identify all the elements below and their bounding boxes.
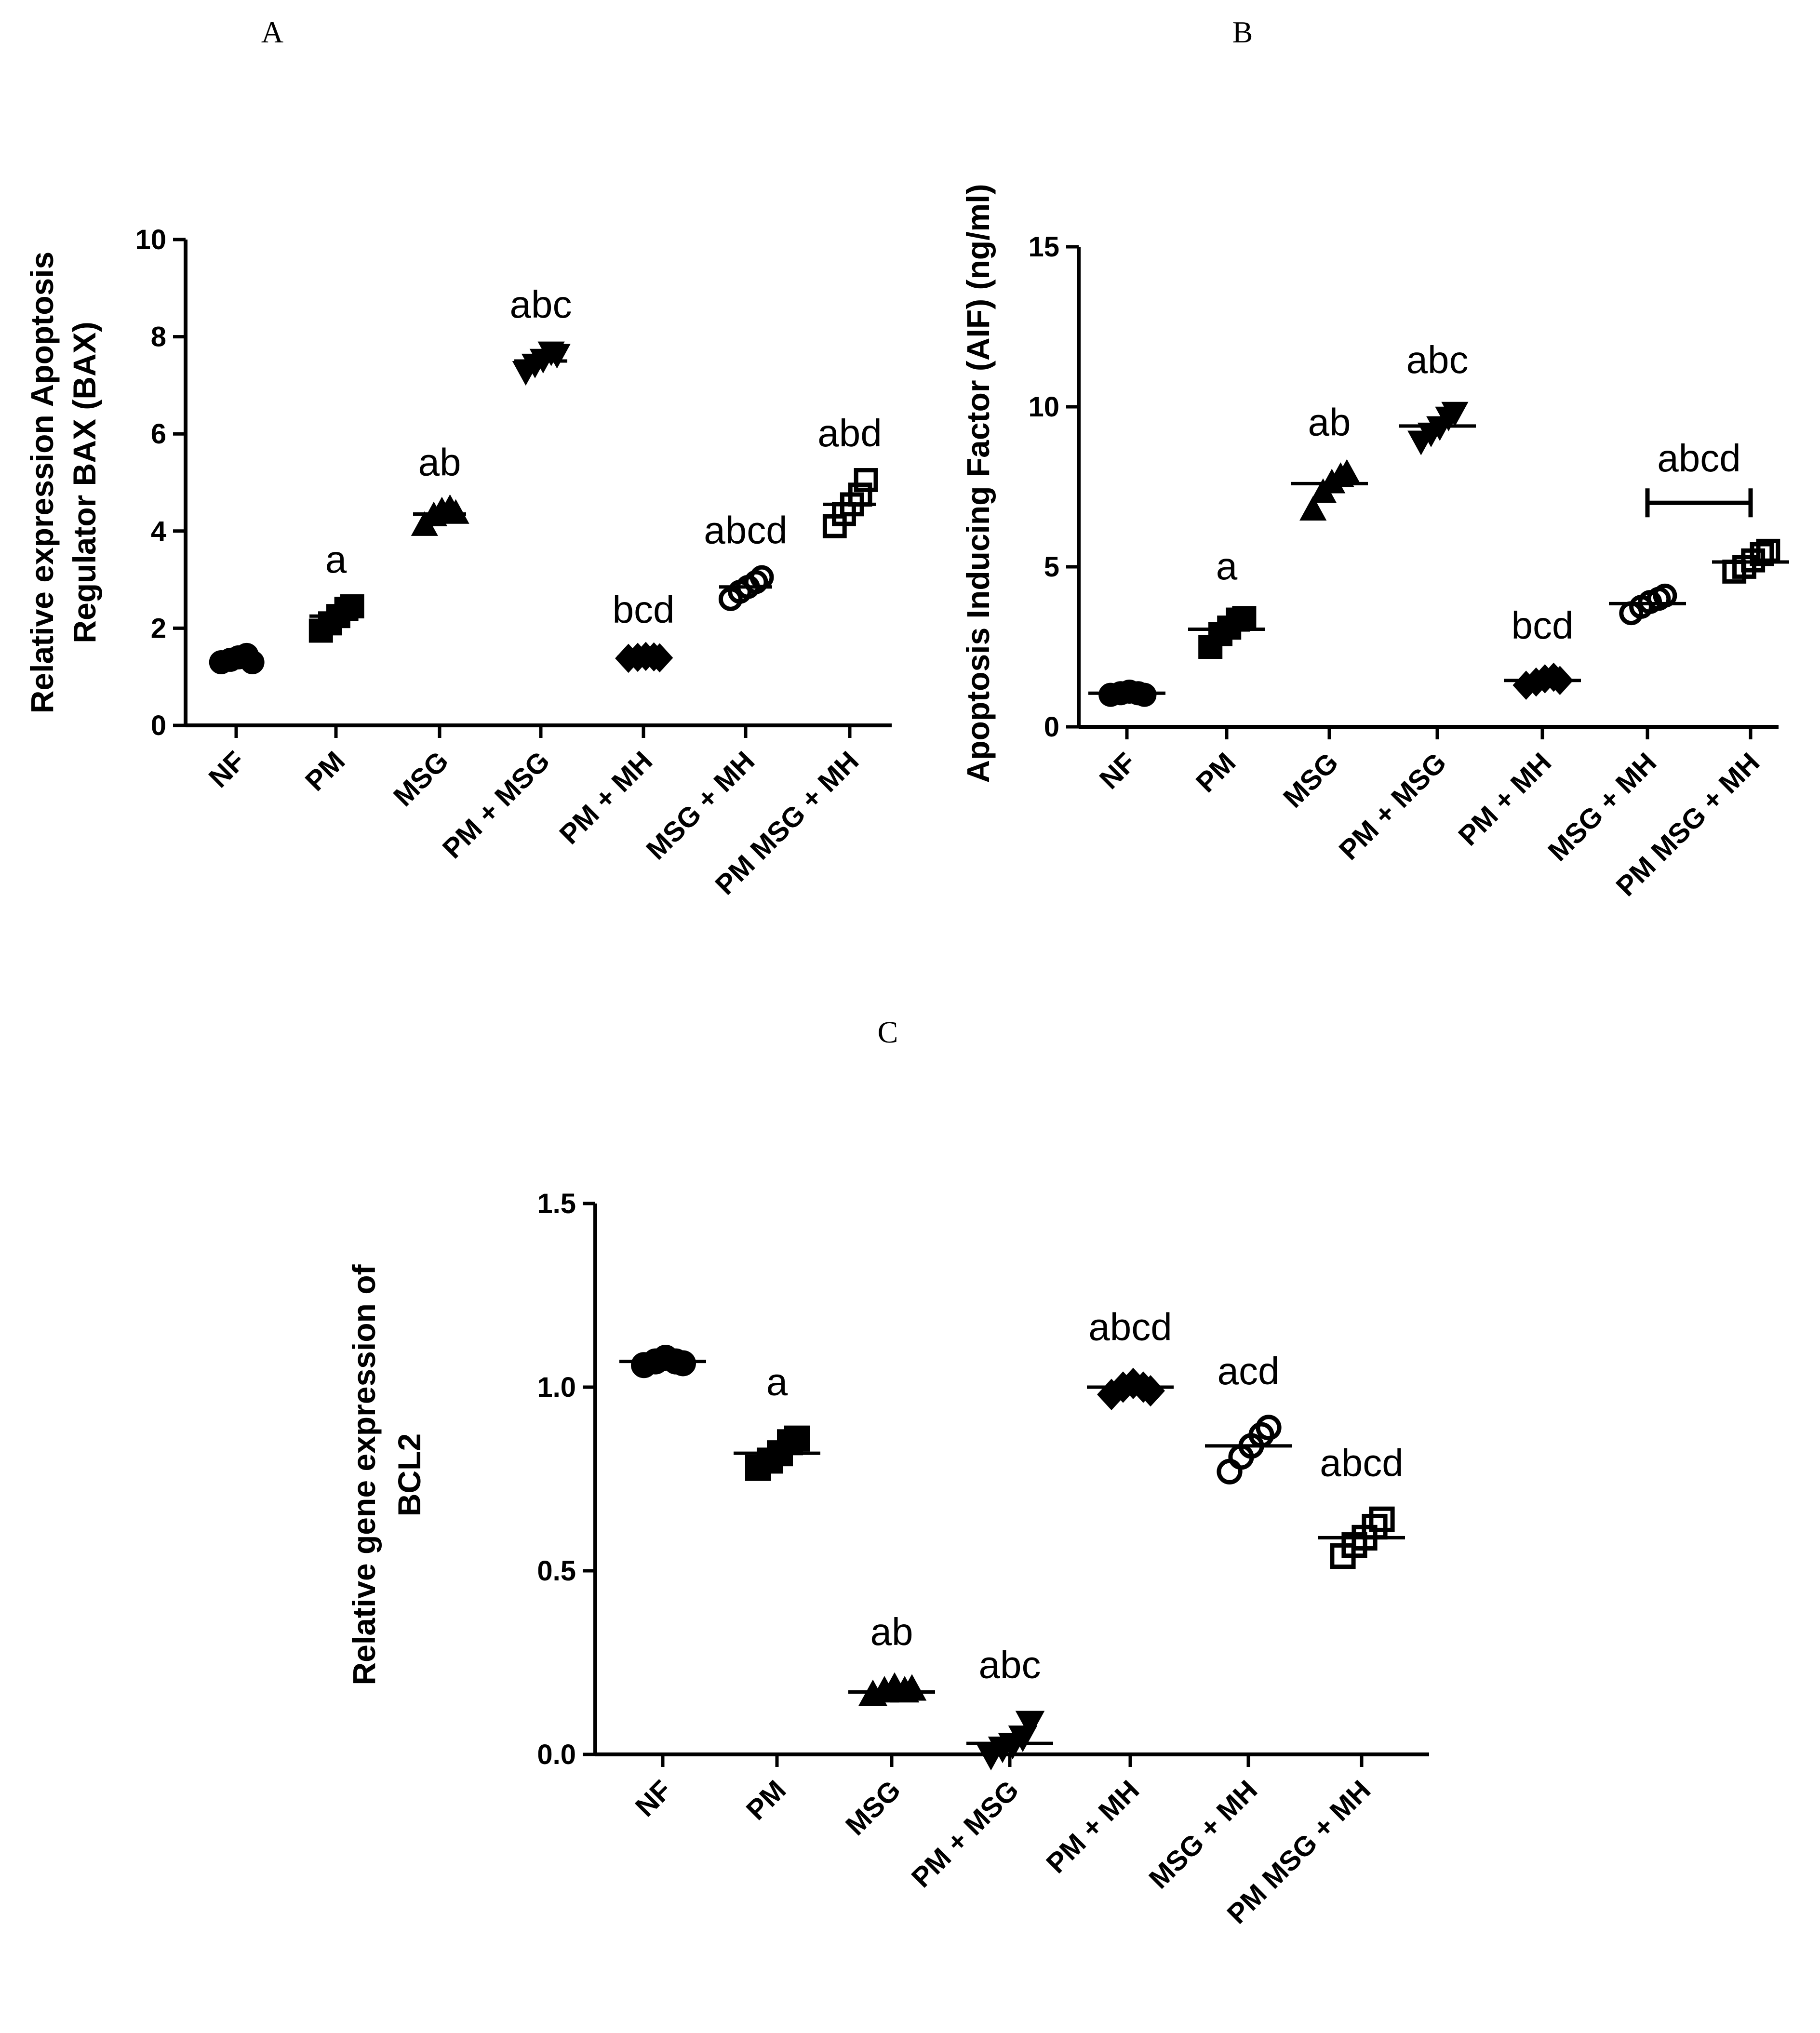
x-category-label: PM bbox=[299, 745, 351, 797]
significance-label: ab bbox=[418, 441, 461, 483]
significance-label: acd bbox=[1218, 1350, 1280, 1392]
significance-label: abcd bbox=[1320, 1441, 1403, 1484]
data-point bbox=[1015, 1711, 1045, 1738]
panel-a-bax: A 0 2 4 6 8 10 Relative expression Apoptosis Reg… bbox=[24, 15, 892, 901]
y-axis-label: BCL2 bbox=[391, 1433, 427, 1516]
x-category-label: MSG bbox=[1277, 747, 1344, 814]
significance-label: abcd bbox=[704, 509, 787, 552]
significance-label: a bbox=[325, 538, 347, 581]
data-point bbox=[1299, 495, 1327, 521]
x-category-label: PM bbox=[1190, 747, 1242, 798]
panel-letter: B bbox=[1232, 15, 1253, 49]
data-point bbox=[1369, 1506, 1395, 1532]
significance-label: ab bbox=[870, 1610, 913, 1653]
data-point bbox=[1256, 1415, 1282, 1441]
y-tick-label: 15 bbox=[1028, 231, 1059, 263]
panel-letter: C bbox=[878, 1015, 898, 1049]
panel-b-aif: B 0 5 10 15 Apoptosis Inducing Factor (AIF) (… bbox=[960, 15, 1789, 902]
y-tick-label: 0 bbox=[1044, 711, 1059, 743]
panel-letter: A bbox=[261, 15, 283, 49]
x-category-label: MSG bbox=[840, 1774, 907, 1841]
significance-label: abc bbox=[1406, 338, 1469, 381]
y-tick-label: 0 bbox=[151, 710, 166, 741]
data-point bbox=[784, 1425, 810, 1452]
data-point bbox=[744, 570, 768, 594]
significance-label: ab bbox=[1308, 401, 1351, 443]
data-point bbox=[897, 1674, 927, 1701]
x-category-label: MSG + MH bbox=[1143, 1774, 1263, 1895]
y-axis-label: Relative expression Apoptosis bbox=[24, 252, 60, 714]
data-point bbox=[1441, 401, 1469, 427]
panel-c-bcl2: C 0.0 0.5 1.0 1.5 Relative gene expression of… bbox=[346, 1015, 1429, 1930]
significance-label: abcd bbox=[1088, 1305, 1172, 1348]
y-axis-label: Apoptosis Inducing Factor (AIF) (ng/ml) bbox=[960, 184, 996, 783]
significance-label: bcd bbox=[613, 588, 675, 631]
x-category-label: PM + MH bbox=[1452, 747, 1557, 852]
y-tick-label: 5 bbox=[1044, 551, 1059, 583]
data-point bbox=[1653, 583, 1677, 608]
y-tick-label: 4 bbox=[151, 516, 166, 547]
significance-label: a bbox=[766, 1361, 788, 1404]
x-category-label: PM bbox=[740, 1774, 792, 1826]
significance-label: abc bbox=[979, 1643, 1041, 1686]
y-tick-label: 0.0 bbox=[537, 1739, 576, 1770]
y-tick-label: 10 bbox=[135, 224, 166, 255]
y-tick-label: 6 bbox=[151, 418, 166, 450]
y-axis-label: Regulator BAX (BAX) bbox=[67, 321, 102, 643]
significance-label: abc bbox=[510, 283, 572, 326]
significance-label: abd bbox=[817, 412, 882, 455]
y-tick-label: 1.5 bbox=[537, 1188, 576, 1219]
x-category-label: PM + MSG bbox=[906, 1774, 1025, 1894]
y-axis-label: Relative gene expression of bbox=[346, 1264, 382, 1685]
data-point bbox=[543, 344, 571, 369]
x-category-label: PM + MSG bbox=[1333, 747, 1453, 866]
y-tick-label: 1.0 bbox=[537, 1372, 576, 1403]
data-point bbox=[854, 468, 878, 492]
x-category-label: PM + MSG bbox=[437, 745, 556, 865]
data-point bbox=[240, 650, 265, 674]
x-category-label: NF bbox=[1094, 747, 1142, 795]
bracket-significance-label: abcd bbox=[1657, 437, 1740, 480]
data-point bbox=[1217, 1458, 1243, 1485]
significance-label: a bbox=[1216, 545, 1238, 588]
x-category-label: NF bbox=[629, 1774, 678, 1823]
x-category-label: MSG bbox=[388, 745, 455, 812]
y-tick-label: 2 bbox=[151, 613, 166, 644]
y-tick-label: 8 bbox=[151, 321, 166, 353]
significance-label: bcd bbox=[1512, 604, 1574, 647]
data-point bbox=[442, 499, 469, 524]
data-point bbox=[670, 1350, 696, 1377]
data-point bbox=[1232, 606, 1257, 630]
y-tick-label: 0.5 bbox=[537, 1555, 576, 1587]
x-category-label: PM + MH bbox=[1040, 1774, 1145, 1879]
y-tick-label: 10 bbox=[1028, 391, 1059, 423]
data-point bbox=[1750, 542, 1774, 566]
x-category-label: PM + MH bbox=[553, 745, 658, 850]
x-category-label: NF bbox=[203, 745, 252, 794]
data-point bbox=[340, 594, 364, 619]
